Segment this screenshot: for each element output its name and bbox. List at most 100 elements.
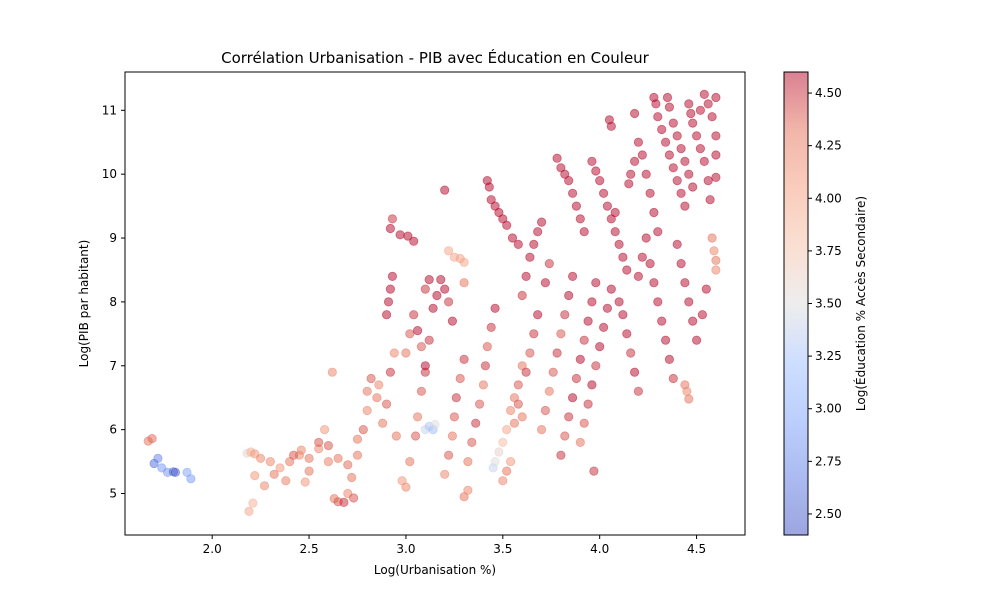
data-point bbox=[517, 290, 527, 301]
data-point bbox=[614, 297, 624, 307]
data-point bbox=[598, 322, 609, 332]
data-point bbox=[440, 469, 450, 479]
data-point bbox=[688, 182, 698, 192]
y-axis: 5 6 7 8 9 10 11 bbox=[102, 103, 125, 500]
data-point bbox=[606, 121, 616, 131]
data-point bbox=[614, 239, 624, 249]
data-point bbox=[645, 258, 655, 269]
data-point bbox=[544, 258, 554, 269]
data-point bbox=[676, 188, 686, 198]
data-point bbox=[707, 112, 717, 122]
data-point bbox=[649, 278, 659, 288]
data-point bbox=[502, 424, 512, 435]
data-point bbox=[564, 290, 574, 301]
data-point bbox=[372, 393, 382, 403]
data-point bbox=[657, 124, 667, 135]
data-point bbox=[705, 195, 715, 205]
data-point bbox=[269, 469, 279, 479]
data-point bbox=[653, 112, 663, 122]
data-point bbox=[186, 474, 196, 484]
data-point bbox=[347, 472, 357, 483]
data-point bbox=[684, 169, 694, 179]
data-point bbox=[300, 477, 310, 487]
data-point bbox=[587, 297, 597, 307]
data-point bbox=[686, 108, 696, 119]
data-point bbox=[591, 278, 601, 288]
data-point bbox=[560, 431, 570, 441]
data-point bbox=[405, 329, 415, 339]
data-point bbox=[153, 453, 163, 463]
data-point bbox=[703, 99, 713, 109]
data-point bbox=[502, 220, 512, 230]
x-tick-label: 2.5 bbox=[300, 542, 319, 556]
data-point bbox=[622, 265, 632, 275]
data-point bbox=[248, 498, 258, 508]
data-point bbox=[529, 239, 539, 249]
data-point bbox=[521, 367, 531, 377]
data-point bbox=[383, 297, 394, 307]
data-point bbox=[564, 412, 574, 422]
data-point bbox=[455, 373, 465, 384]
data-point bbox=[494, 447, 504, 457]
data-point bbox=[662, 92, 673, 103]
data-point bbox=[319, 424, 330, 435]
data-point bbox=[672, 131, 682, 141]
data-point bbox=[707, 233, 717, 243]
data-point bbox=[598, 188, 609, 198]
data-point bbox=[711, 255, 721, 265]
data-point bbox=[304, 466, 314, 476]
data-point bbox=[505, 405, 516, 416]
data-point bbox=[467, 437, 477, 447]
data-point bbox=[699, 156, 709, 166]
data-point bbox=[459, 278, 469, 288]
data-point bbox=[525, 252, 535, 262]
data-point bbox=[412, 412, 423, 422]
data-point bbox=[507, 233, 518, 243]
data-point bbox=[697, 310, 708, 320]
data-point bbox=[560, 310, 570, 320]
data-point bbox=[589, 466, 599, 476]
data-point bbox=[664, 102, 675, 112]
data-point bbox=[629, 156, 640, 166]
colorbar-tick-label: 2.75 bbox=[815, 454, 842, 468]
data-point bbox=[513, 239, 523, 249]
y-tick-label: 8 bbox=[109, 295, 117, 309]
data-point bbox=[695, 105, 706, 115]
data-point bbox=[529, 329, 539, 339]
data-point bbox=[459, 354, 469, 364]
colorbar-tick-label: 2.50 bbox=[815, 507, 842, 521]
data-point bbox=[463, 456, 473, 467]
chart-title: Corrélation Urbanisation - PIB avec Éduc… bbox=[221, 48, 650, 67]
data-point bbox=[701, 284, 711, 294]
data-point bbox=[711, 131, 721, 141]
data-point bbox=[579, 227, 589, 237]
data-point bbox=[583, 399, 593, 409]
data-point bbox=[474, 399, 485, 409]
data-point bbox=[420, 284, 430, 294]
data-point bbox=[633, 386, 644, 396]
colorbar-gradient bbox=[784, 72, 808, 535]
data-point bbox=[513, 380, 523, 390]
data-point bbox=[259, 481, 270, 491]
data-point bbox=[651, 99, 661, 109]
data-point bbox=[575, 354, 585, 364]
data-point bbox=[664, 354, 675, 364]
colorbar-label: Log(Éducation % Accès Secondaire) bbox=[853, 196, 868, 411]
data-point bbox=[629, 367, 640, 377]
data-point bbox=[498, 476, 508, 486]
data-point bbox=[660, 335, 671, 345]
data-point bbox=[618, 310, 628, 320]
data-point bbox=[622, 329, 632, 339]
data-point bbox=[602, 201, 613, 211]
data-point bbox=[381, 310, 392, 320]
data-point bbox=[653, 227, 663, 237]
data-point bbox=[378, 418, 388, 428]
x-tick-label: 4.0 bbox=[590, 542, 609, 556]
data-point bbox=[281, 476, 291, 486]
data-point bbox=[401, 482, 411, 492]
data-point bbox=[385, 367, 395, 377]
y-tick-label: 6 bbox=[109, 423, 117, 437]
plot-frame bbox=[124, 71, 746, 536]
